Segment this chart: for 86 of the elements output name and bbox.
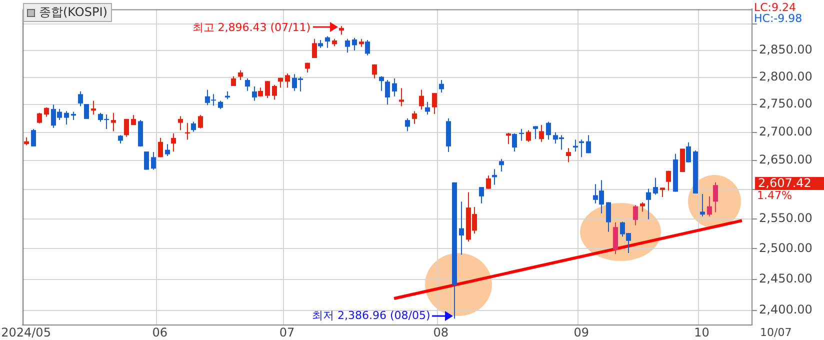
candlestick [158, 137, 163, 158]
candlestick [64, 110, 69, 125]
candlestick [372, 64, 377, 79]
candlestick [78, 90, 83, 107]
candlestick [272, 84, 277, 100]
candlestick [111, 112, 116, 132]
candlestick [151, 152, 156, 170]
annotation: 최저 2,386.96 (08/05) [312, 308, 430, 323]
candlestick [178, 116, 183, 131]
candlestick [352, 37, 357, 52]
candlestick [519, 128, 524, 142]
candlestick [238, 70, 243, 81]
y-tick-label: 2,400.00 [759, 302, 812, 317]
x-tick-label: 06 [152, 325, 168, 340]
candlestick [379, 76, 384, 92]
candlestick [365, 39, 370, 56]
annotation: 최고 2,896.43 (07/11) [192, 20, 311, 36]
y-tick-label: 2,450.00 [759, 271, 812, 286]
y-tick-label: 2,750.00 [759, 96, 812, 111]
candlestick [653, 177, 658, 196]
candlestick [546, 121, 551, 140]
y-tick-label: 2,650.00 [759, 152, 812, 167]
candlestick [165, 144, 170, 157]
candlestick [124, 118, 129, 138]
candlestick [171, 132, 176, 152]
candlestick [312, 38, 317, 58]
candlestick [185, 122, 190, 140]
candlestick [325, 36, 330, 48]
candlestick [666, 170, 671, 192]
candlestick [512, 132, 517, 152]
candlestick [439, 80, 444, 94]
candlestick [499, 158, 504, 172]
candlestick [399, 88, 404, 107]
candlestick [486, 174, 491, 190]
text: 2,607.42 [755, 176, 824, 190]
candlestick [245, 78, 250, 92]
y-tick-label: 2,800.00 [759, 69, 812, 84]
candlestick [707, 196, 712, 217]
text: 1.47% [757, 189, 792, 202]
candlestick [432, 92, 437, 114]
y-tick-label: 2,500.00 [759, 240, 812, 255]
candlestick [640, 202, 645, 212]
x-tick-label: 09 [574, 325, 590, 340]
candlestick [265, 80, 270, 98]
text: HC:-9.98 [754, 12, 802, 25]
candlestick [345, 38, 350, 54]
candlestick [633, 204, 638, 226]
chart-title: 종합(KOSPI) [39, 4, 108, 21]
candlestick [660, 187, 665, 198]
candlestick [252, 86, 257, 102]
candlestick [613, 222, 618, 255]
candlestick [713, 182, 718, 213]
candlestick [231, 76, 236, 86]
candlestick [646, 188, 651, 220]
text: 10/07 [760, 326, 792, 339]
candlestick [91, 100, 96, 115]
text: LC:9.24 [754, 1, 796, 14]
candlestick [392, 78, 397, 97]
candlestick [405, 118, 410, 132]
y-tick-label: 2,700.00 [759, 124, 812, 138]
candlestick [586, 134, 591, 154]
candlestick [526, 130, 531, 142]
candlestick [285, 73, 290, 88]
candlestick [198, 114, 203, 129]
x-tick-label: 10 [694, 325, 710, 340]
candlestick [31, 128, 36, 147]
candlestick [385, 80, 390, 106]
candlestick [700, 194, 705, 217]
candlestick [191, 121, 196, 132]
candlestick [479, 186, 484, 204]
y-tick-label: 2,550.00 [759, 210, 812, 225]
candlestick [44, 106, 49, 118]
candlestick [566, 148, 571, 163]
candlestick [425, 101, 430, 115]
candlestick [37, 112, 42, 124]
x-tick-label: 08 [433, 325, 449, 340]
x-tick-label: 07 [279, 325, 295, 340]
candlestick [412, 110, 417, 124]
candlestick [686, 142, 691, 163]
candlestick [533, 126, 538, 140]
y-tick-label: 2,850.00 [759, 42, 812, 57]
x-tick-label: 2024/05 [1, 325, 51, 340]
candlestick [459, 201, 464, 256]
candlestick [539, 124, 544, 142]
candlestick [606, 202, 611, 232]
candlestick [419, 89, 424, 110]
